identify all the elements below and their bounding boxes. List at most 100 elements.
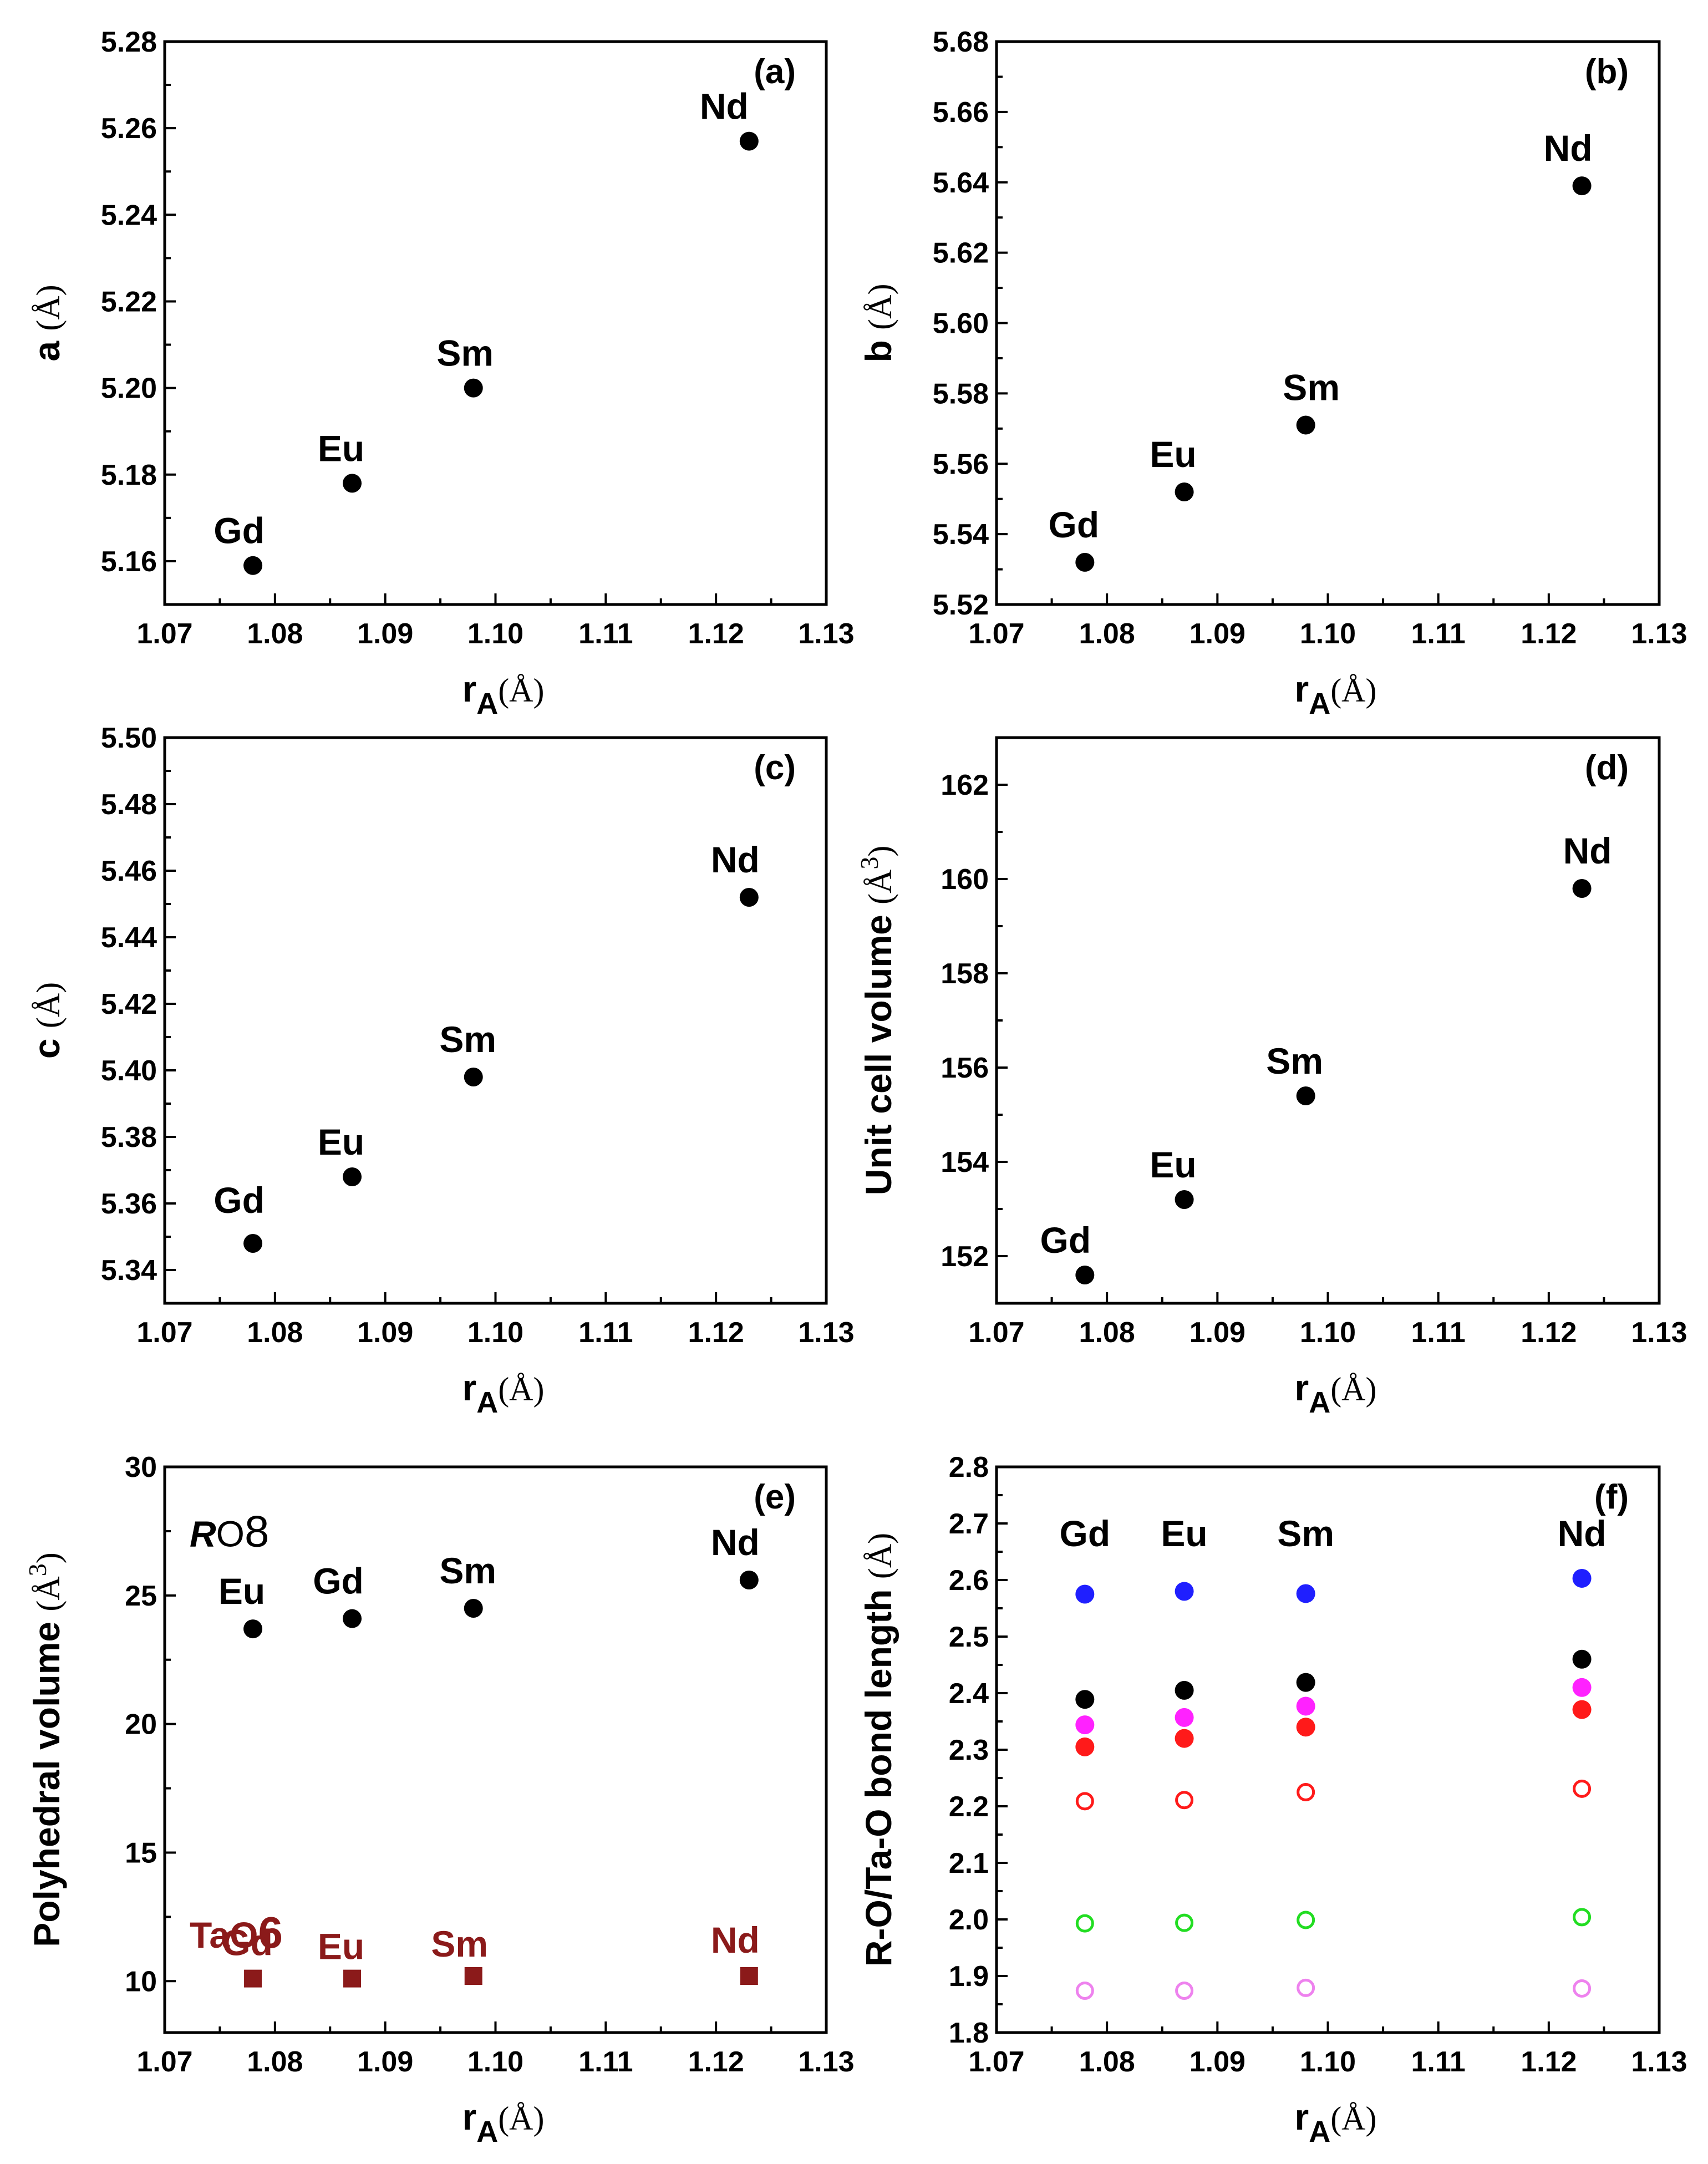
y-tick-label: 156 (941, 1052, 989, 1084)
y-tick-label: 2.6 (949, 1564, 989, 1597)
data-point (464, 1068, 483, 1086)
y-tick-label: 5.56 (933, 448, 989, 480)
x-tick-label: 1.10 (1300, 618, 1356, 650)
data-point (739, 888, 759, 907)
point-label: Nd (711, 1522, 760, 1563)
x-tick-label: 1.07 (136, 618, 192, 650)
y-tick-label: 5.42 (101, 988, 157, 1020)
x-axis-title: rA(Å) (1295, 1367, 1377, 1419)
x-tick-label: 1.07 (968, 2046, 1024, 2078)
data-point (1296, 415, 1315, 435)
x-tick-label: 1.11 (1411, 1317, 1465, 1349)
group-label: RO8 (190, 1507, 270, 1556)
x-tick-label: 1.13 (1631, 2046, 1687, 2078)
y-tick-label: 5.24 (101, 199, 157, 231)
x-tick-label: 1.13 (1631, 618, 1687, 650)
y-tick-label: 25 (125, 1580, 157, 1612)
x-axis-title: rA(Å) (462, 1367, 545, 1419)
y-tick-label: 5.58 (933, 378, 989, 410)
y-tick-label: 1.8 (949, 2017, 989, 2049)
data-point (739, 131, 759, 151)
data-point (1572, 1649, 1592, 1669)
group-label: TaO6 (190, 1908, 283, 1957)
y-tick-label: 2.5 (949, 1621, 989, 1653)
point-label: Eu (1150, 1144, 1196, 1185)
data-point (1296, 1584, 1315, 1603)
y-tick-label: 5.48 (101, 789, 157, 821)
point-label: Nd (711, 1919, 760, 1960)
data-point (1572, 1678, 1592, 1697)
x-tick-label: 1.07 (968, 1317, 1024, 1349)
chart-panel-e: 1.07 1.08 1.09 1.10 1.11 1.12 1.13 10 15 20 25 30 rA… (23, 1451, 855, 2148)
data-point (464, 1599, 483, 1618)
point-label: Sm (1277, 1513, 1334, 1554)
x-tick-label: 1.12 (688, 618, 744, 650)
x-tick-label: 1.12 (688, 1317, 744, 1349)
x-tick-label: 1.10 (1300, 1317, 1356, 1349)
data-point (243, 1619, 263, 1639)
data-point (1297, 1783, 1315, 1801)
y-tick-label: 5.64 (933, 167, 989, 199)
y-tick-label: 5.28 (101, 26, 157, 58)
x-tick-label: 1.08 (247, 618, 303, 650)
data-point (1075, 1715, 1095, 1735)
chart-panel-f: 1.07 1.08 1.09 1.10 1.11 1.12 1.13 1.8 1.9 2.0 2.1… (858, 1451, 1687, 2148)
y-tick-label: 5.38 (101, 1121, 157, 1154)
y-tick-label: 5.34 (101, 1254, 157, 1287)
x-tick-label: 1.12 (1521, 2046, 1577, 2078)
point-label: Gd (313, 1561, 364, 1602)
y-axis-title: R-O/Ta-O bond length (Å) (858, 1533, 899, 1967)
data-point (464, 378, 483, 398)
y-tick-label: 5.20 (101, 373, 157, 405)
x-tick-label: 1.13 (1631, 1317, 1687, 1349)
y-tick-label: 1.9 (949, 1960, 989, 1993)
x-tick-label: 1.11 (1411, 2046, 1465, 2078)
panel-label: (a) (754, 53, 796, 91)
data-point (343, 1609, 362, 1628)
point-label: Nd (711, 839, 760, 880)
y-tick-label: 5.60 (933, 308, 989, 340)
x-axis-title: rA(Å) (462, 668, 545, 720)
y-axis-title: a (Å) (26, 285, 67, 361)
chart-panel-b: 1.07 1.08 1.09 1.10 1.11 1.12 1.13 5.52 5.54 5.56… (858, 26, 1687, 720)
data-point (739, 1571, 759, 1589)
y-tick-label: 5.50 (101, 722, 157, 754)
x-axis-title: rA(Å) (1295, 668, 1377, 720)
data-point (343, 1969, 362, 1988)
x-tick-label: 1.13 (798, 2046, 854, 2078)
data-point (1075, 1266, 1095, 1284)
x-tick-label: 1.11 (578, 618, 633, 650)
x-tick-label: 1.11 (578, 1317, 633, 1349)
x-tick-label: 1.09 (357, 618, 413, 650)
panel-label: (f) (1594, 1478, 1629, 1516)
y-tick-label: 5.16 (101, 546, 157, 578)
chart-panel-a: 1.07 1.08 1.09 1.10 1.11 1.12 1.13 5.16 5.18 5.20… (26, 26, 855, 720)
x-axis-title: rA(Å) (1295, 2096, 1377, 2148)
y-tick-label: 5.46 (101, 855, 157, 887)
data-point (343, 1167, 362, 1186)
point-label: Sm (439, 1019, 496, 1060)
x-axis-title: rA(Å) (462, 2096, 545, 2148)
y-tick-label: 2.3 (949, 1734, 989, 1766)
x-tick-label: 1.13 (798, 618, 854, 650)
x-tick-label: 1.07 (136, 1317, 192, 1349)
data-point (244, 1969, 262, 1988)
x-tick-label: 1.12 (688, 2046, 744, 2078)
panel-label: (d) (1585, 749, 1629, 787)
chart-panel-d: 1.07 1.08 1.09 1.10 1.11 1.12 1.13 152 154 156 158… (855, 736, 1687, 1419)
point-label: Eu (318, 1121, 364, 1162)
x-tick-label: 1.09 (357, 1317, 413, 1349)
x-tick-label: 1.08 (1079, 2046, 1135, 2078)
data-point (1075, 1690, 1095, 1709)
point-label: Nd (1544, 128, 1593, 169)
data-point (1572, 176, 1592, 196)
y-tick-label: 5.62 (933, 237, 989, 270)
y-tick-label: 2.8 (949, 1451, 989, 1484)
data-point (1175, 1680, 1194, 1700)
point-label: Eu (318, 428, 364, 469)
y-tick-label: 5.66 (933, 96, 989, 129)
y-tick-label: 30 (125, 1451, 157, 1484)
panel-label: (e) (754, 1478, 796, 1516)
y-tick-label: 152 (941, 1241, 989, 1273)
y-tick-label: 10 (125, 1965, 157, 1998)
